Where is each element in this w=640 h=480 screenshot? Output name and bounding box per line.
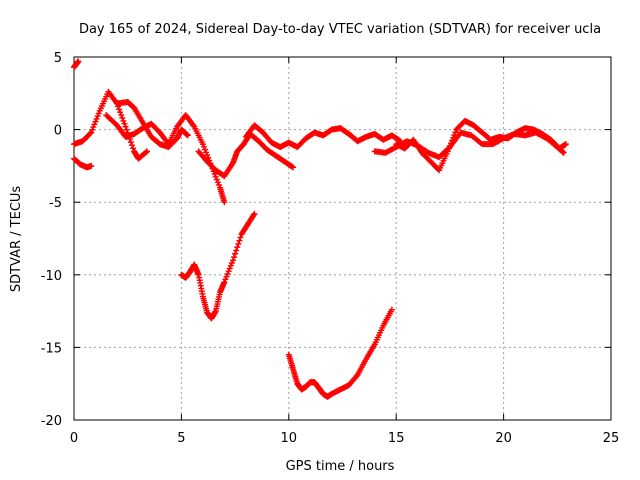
data-point	[388, 306, 395, 313]
data-point	[184, 131, 191, 138]
y-axis-label: SDTVAR / TECUs	[9, 186, 24, 293]
data-point	[122, 123, 129, 130]
data-point	[91, 121, 98, 128]
data-point	[212, 173, 219, 180]
series-arc-a	[71, 58, 82, 71]
data-point	[203, 149, 210, 156]
series-arc-c	[71, 88, 151, 162]
chart-title: Day 165 of 2024, Sidereal Day-to-day VTE…	[79, 22, 601, 37]
series-arc-i	[285, 306, 395, 400]
data-point	[452, 129, 459, 136]
data-point	[199, 141, 206, 148]
data-point	[213, 176, 220, 183]
data-point	[128, 142, 135, 149]
x-tick-label: 0	[70, 431, 78, 446]
data-point	[222, 276, 229, 283]
data-point	[95, 110, 102, 117]
plot-frame	[73, 56, 612, 421]
data-point	[120, 117, 127, 124]
data-point	[223, 273, 230, 280]
data-point	[562, 141, 569, 148]
y-tick-label: 0	[54, 124, 62, 139]
data-point	[251, 210, 258, 217]
data-point	[92, 118, 99, 125]
data-point	[130, 145, 137, 152]
grid-lines	[74, 57, 611, 420]
data-point	[560, 149, 567, 156]
y-tick-label: -20	[41, 414, 62, 429]
y-tick-label: -15	[41, 341, 62, 356]
data-point	[236, 237, 243, 244]
data-point	[184, 132, 191, 139]
data-point	[88, 129, 95, 136]
y-tick-label: -5	[49, 196, 62, 211]
data-point	[227, 262, 234, 269]
data-point	[127, 139, 134, 146]
data-point	[231, 254, 238, 261]
x-tick-label: 25	[603, 431, 620, 446]
series-arc-d	[103, 112, 228, 206]
data-point	[234, 244, 241, 251]
x-tick-label: 5	[177, 431, 185, 446]
data-point	[235, 240, 242, 247]
data-point	[233, 247, 240, 254]
data-point	[215, 181, 222, 188]
data-point	[221, 279, 228, 286]
series-arc-h	[178, 210, 258, 322]
y-tick-label: -10	[41, 269, 62, 284]
data-point	[75, 58, 82, 65]
x-tick-label: 15	[388, 431, 405, 446]
series-arc-g	[242, 122, 404, 151]
data-point	[225, 268, 232, 275]
x-tick-label: 10	[281, 431, 298, 446]
series-arc-b	[71, 155, 95, 171]
data-points	[71, 58, 569, 400]
data-point	[229, 257, 236, 264]
data-point	[226, 265, 233, 272]
data-point	[200, 143, 207, 150]
series-arc-f	[195, 130, 297, 180]
data-point	[123, 126, 130, 133]
axis-ticks: 0 5 10 15 20 25 5 0 -5 -10 -15 -20	[41, 51, 620, 446]
data-point	[87, 130, 94, 137]
data-point	[250, 212, 257, 219]
data-point	[290, 164, 297, 171]
data-point	[232, 250, 239, 257]
data-point	[204, 152, 211, 159]
data-point	[228, 260, 235, 267]
series-arc-k	[371, 129, 567, 161]
data-point	[202, 146, 209, 153]
data-point	[94, 113, 101, 120]
data-point	[93, 115, 100, 122]
data-point	[237, 234, 244, 241]
data-point	[353, 373, 360, 380]
series-arc-e	[113, 99, 191, 151]
data-point	[121, 120, 128, 127]
data-point	[118, 112, 125, 119]
data-point	[89, 126, 96, 133]
data-point	[117, 109, 124, 116]
data-point	[221, 199, 228, 206]
data-point	[224, 270, 231, 277]
x-tick-label: 20	[495, 431, 512, 446]
data-point	[559, 149, 566, 156]
data-point	[116, 106, 123, 113]
data-point	[144, 148, 151, 155]
data-point	[214, 179, 221, 186]
data-point	[90, 124, 97, 131]
x-axis-label: GPS time / hours	[286, 459, 395, 474]
data-point	[142, 149, 149, 156]
y-tick-label: 5	[54, 51, 62, 66]
data-point	[88, 162, 95, 169]
data-point	[119, 114, 126, 121]
data-point	[396, 137, 403, 144]
data-point	[289, 163, 296, 170]
